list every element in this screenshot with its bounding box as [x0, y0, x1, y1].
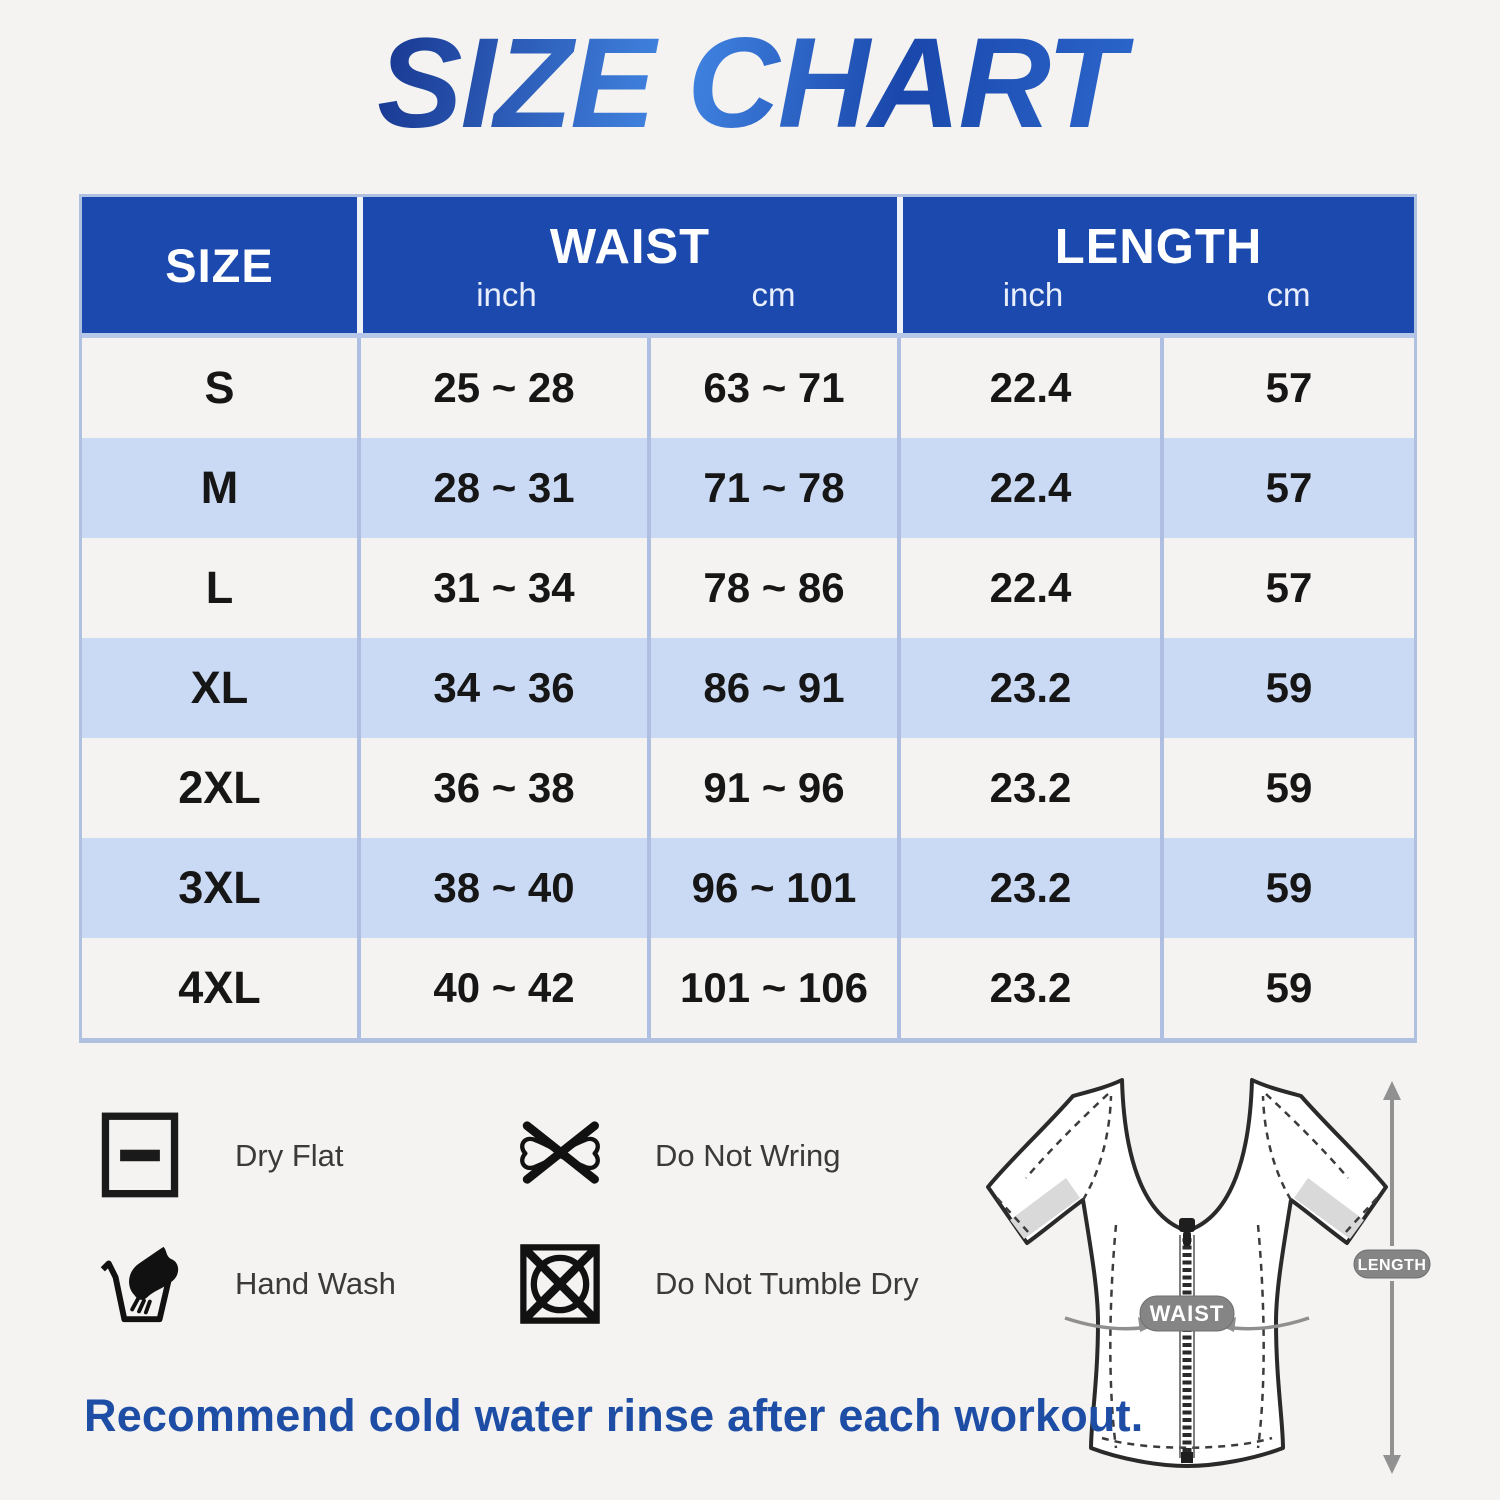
table-row: S 25 ~ 28 63 ~ 71 22.4 57 [82, 338, 1414, 438]
footer-note: Recommend cold water rinse after each wo… [84, 1390, 1144, 1441]
cell-waist-cm: 101 ~ 106 [647, 938, 897, 1038]
cell-waist-cm: 71 ~ 78 [647, 438, 897, 538]
cell-length-cm: 57 [1160, 438, 1414, 538]
table-row: L 31 ~ 34 78 ~ 86 22.4 57 [82, 538, 1414, 638]
garment-side-panel [1294, 1178, 1364, 1239]
table-row: XL 34 ~ 36 86 ~ 91 23.2 59 [82, 638, 1414, 738]
header-length-inch: inch [1002, 276, 1064, 313]
header-length-group: LENGTH inch cm [897, 197, 1414, 333]
header-waist-inch: inch [476, 276, 537, 313]
cell-size: M [200, 462, 239, 513]
table-row: 2XL 36 ~ 38 91 ~ 96 23.2 59 [82, 738, 1414, 838]
length-pill-label: LENGTH [1358, 1257, 1427, 1274]
size-table: SIZE WAIST inch cm LENGTH inch cm S 25 ~… [79, 194, 1417, 1043]
care-label: Do Not Wring [655, 1138, 841, 1173]
cell-waist-inch: 36 ~ 38 [357, 738, 647, 838]
cell-waist-cm: 86 ~ 91 [647, 638, 897, 738]
garment-side-panel [1010, 1178, 1080, 1239]
cell-waist-cm: 91 ~ 96 [647, 738, 897, 838]
table-row: 4XL 40 ~ 42 101 ~ 106 23.2 59 [82, 938, 1414, 1038]
do-not-tumble-dry-icon [520, 1244, 600, 1324]
cell-length-inch: 23.2 [897, 738, 1160, 838]
cell-waist-inch: 31 ~ 34 [357, 538, 647, 638]
header-waist-units: inch cm [363, 276, 897, 314]
cell-length-inch: 23.2 [897, 838, 1160, 938]
cell-length-cm: 59 [1160, 738, 1414, 838]
size-table-header: SIZE WAIST inch cm LENGTH inch cm [82, 197, 1414, 333]
garment-measurement-diagram: WAIST LENGTH [986, 1078, 1431, 1474]
zipper-slider [1179, 1218, 1195, 1232]
cell-size: L [205, 562, 234, 613]
care-item-dry-flat: Dry Flat [95, 1111, 515, 1201]
cell-length-inch: 22.4 [897, 538, 1160, 638]
cell-size: 3XL [178, 862, 261, 913]
dry-flat-icon [101, 1112, 179, 1198]
care-item-do-not-wring: Do Not Wring [515, 1111, 1075, 1201]
waist-pill: WAIST [1139, 1295, 1235, 1332]
cell-waist-inch: 25 ~ 28 [357, 338, 647, 438]
length-arrow [1383, 1081, 1401, 1474]
header-waist: WAIST [549, 220, 711, 274]
cell-waist-inch: 28 ~ 31 [357, 438, 647, 538]
cell-size: 4XL [178, 962, 261, 1013]
cell-waist-cm: 78 ~ 86 [647, 538, 897, 638]
cell-length-cm: 59 [1160, 838, 1414, 938]
cell-length-cm: 57 [1160, 538, 1414, 638]
cell-length-cm: 59 [1160, 638, 1414, 738]
header-length-cm: cm [1266, 276, 1311, 313]
care-label: Dry Flat [235, 1138, 344, 1173]
header-waist-cm: cm [751, 276, 796, 313]
table-row: M 28 ~ 31 71 ~ 78 22.4 57 [82, 438, 1414, 538]
cell-waist-cm: 96 ~ 101 [647, 838, 897, 938]
cell-waist-cm: 63 ~ 71 [647, 338, 897, 438]
cell-length-cm: 59 [1160, 938, 1414, 1038]
cell-waist-inch: 34 ~ 36 [357, 638, 647, 738]
header-length-units: inch cm [903, 276, 1414, 314]
cell-length-cm: 57 [1160, 338, 1414, 438]
care-item-hand-wash: Hand Wash [95, 1239, 515, 1329]
waist-pill-label: WAIST [1150, 1301, 1225, 1326]
cell-size: S [204, 362, 235, 413]
care-label: Do Not Tumble Dry [655, 1266, 919, 1301]
cell-waist-inch: 38 ~ 40 [357, 838, 647, 938]
cell-length-inch: 23.2 [897, 638, 1160, 738]
cell-waist-inch: 40 ~ 42 [357, 938, 647, 1038]
size-table-body: S 25 ~ 28 63 ~ 71 22.4 57 M 28 ~ 31 71 ~… [82, 333, 1414, 1038]
header-waist-group: WAIST inch cm [357, 197, 897, 333]
care-label: Hand Wash [235, 1266, 396, 1301]
page-title: SIZE CHART [0, 10, 1500, 157]
care-item-do-not-tumble-dry: Do Not Tumble Dry [515, 1239, 1075, 1329]
cell-length-inch: 22.4 [897, 338, 1160, 438]
cell-length-inch: 23.2 [897, 938, 1160, 1038]
cell-size: 2XL [178, 762, 261, 813]
table-row: 3XL 38 ~ 40 96 ~ 101 23.2 59 [82, 838, 1414, 938]
cell-length-inch: 22.4 [897, 438, 1160, 538]
zipper-pull [1183, 1231, 1191, 1246]
hand-wash-icon [100, 1246, 179, 1323]
do-not-wring-icon [520, 1121, 600, 1184]
cell-size: XL [190, 662, 249, 713]
zipper [1179, 1218, 1195, 1463]
garment-seams [996, 1093, 1378, 1449]
garment-outline [986, 1078, 1388, 1468]
header-length: LENGTH [1054, 220, 1263, 274]
header-size: SIZE [165, 238, 274, 292]
length-pill: LENGTH [1353, 1249, 1431, 1279]
care-instructions: Dry Flat Do Not Wring Hand Wash [95, 1092, 1075, 1348]
